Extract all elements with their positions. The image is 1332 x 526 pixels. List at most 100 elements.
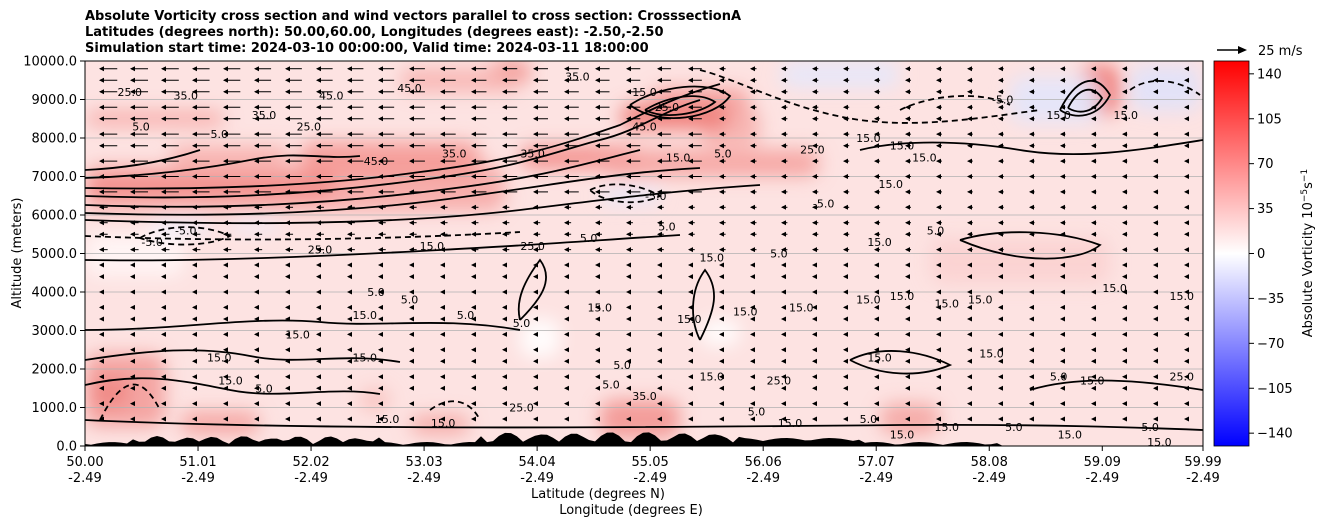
wind-vector-head	[440, 289, 445, 295]
wind-vector-head	[130, 104, 135, 110]
wind-vector-head	[936, 116, 941, 122]
wind-vector-head	[719, 77, 724, 83]
wind-vector-head	[967, 66, 972, 72]
wind-vector-head	[254, 247, 259, 253]
wind-vector-head	[781, 304, 786, 310]
wind-vector-head	[471, 89, 476, 95]
contour-line-negative	[699, 69, 1041, 124]
wind-vector-head	[347, 374, 352, 380]
wind-vector-head	[595, 89, 600, 95]
wind-vector-head	[843, 116, 848, 122]
terrain-silhouette	[85, 432, 1203, 446]
wind-vector-head	[409, 104, 414, 110]
wind-vector-head	[409, 247, 414, 253]
wind-vector-head	[440, 247, 445, 253]
wind-vector-head	[564, 204, 569, 210]
wind-vector-head	[533, 220, 538, 226]
wind-vector-head	[874, 66, 879, 72]
wind-vector-head	[564, 158, 569, 164]
wind-vector-head	[595, 331, 600, 337]
wind-vector-head	[285, 304, 290, 310]
wind-vector-head	[378, 116, 383, 122]
wind-vector-head	[967, 220, 972, 226]
wind-vector-head	[1122, 358, 1127, 364]
wind-vector-head	[812, 77, 817, 83]
wind-vector-head	[254, 158, 259, 164]
colorbar-tick-label: −105	[1257, 382, 1293, 397]
wind-vector-head	[130, 274, 135, 280]
wind-vector-head	[657, 401, 662, 407]
wind-vector-head	[1029, 77, 1034, 83]
colorbar-tick-label: 70	[1257, 157, 1274, 172]
wind-vector-head	[1091, 220, 1096, 226]
contour-label: 15.0	[867, 236, 892, 249]
colorbar-tick-label: 105	[1257, 112, 1282, 127]
wind-vector-head	[812, 131, 817, 137]
wind-vector-head	[812, 347, 817, 353]
chart-title-line-1: Absolute Vorticity cross section and win…	[85, 9, 742, 24]
wind-vector-head	[967, 104, 972, 110]
chart-title-line-3: Simulation start time: 2024-03-10 00:00:…	[85, 41, 649, 56]
contour-label: 5.0	[1005, 421, 1023, 434]
wind-vector-head	[409, 204, 414, 210]
wind-vector-head	[812, 174, 817, 179]
wind-vector-head	[99, 220, 104, 226]
wind-vector-head	[998, 289, 1003, 295]
wind-vector-head	[285, 116, 290, 122]
wind-vector-head	[843, 416, 848, 422]
wind-vector-head	[719, 262, 724, 268]
wind-vector-head	[936, 331, 941, 337]
wind-vector-head	[440, 262, 445, 268]
wind-vector-head	[471, 374, 476, 380]
wind-vector-head	[657, 220, 662, 226]
contour-label: 15.0	[588, 301, 613, 314]
wind-vector-head	[254, 401, 259, 407]
wind-vector-head	[99, 247, 104, 253]
wind-vector-head	[1060, 220, 1065, 226]
y-tick-label: 8000.0	[32, 132, 78, 147]
wind-vector-head	[626, 220, 631, 226]
wind-vector-head	[409, 331, 414, 337]
wind-vector-head	[316, 77, 321, 83]
wind-vector-head	[843, 247, 848, 253]
wind-vector-head	[533, 204, 538, 210]
wind-vector-head	[750, 66, 755, 72]
wind-vector-head	[223, 347, 228, 353]
wind-vector-head	[781, 274, 786, 280]
wind-vector-head	[998, 158, 1003, 164]
wind-vector-head	[781, 231, 786, 237]
wind-vector-head	[1029, 247, 1034, 253]
x-tick-label-longitude: -2.49	[859, 471, 893, 486]
wind-vector-head	[130, 358, 135, 364]
wind-vector-head	[812, 104, 817, 110]
wind-vector-head	[161, 304, 166, 310]
wind-vector-head	[316, 66, 321, 72]
x-tick-label-longitude: -2.49	[633, 471, 667, 486]
wind-vector-head	[657, 131, 662, 137]
wind-vector-head	[781, 331, 786, 337]
wind-vector-head	[1184, 416, 1189, 422]
wind-vector-head	[99, 401, 104, 407]
wind-vector-head	[1184, 247, 1189, 253]
wind-vector-head	[254, 77, 259, 83]
wind-vector-head	[533, 158, 538, 164]
x-tick-label-latitude: 51.01	[179, 455, 216, 470]
wind-vector-head	[316, 158, 321, 164]
wind-vector-head	[1060, 116, 1065, 122]
wind-vector-head	[595, 316, 600, 322]
wind-vector-head	[781, 77, 786, 83]
wind-vector-head	[657, 374, 662, 380]
contour-line-negative	[589, 183, 662, 204]
wind-vector-head	[967, 247, 972, 253]
wind-vector-head	[1122, 204, 1127, 210]
y-tick-label: 6000.0	[32, 209, 78, 224]
wind-vector-head	[471, 231, 476, 237]
wind-vector-head	[409, 158, 414, 164]
wind-vector-head	[1060, 331, 1065, 337]
wind-vector-head	[1184, 116, 1189, 122]
wind-vector-head	[533, 331, 538, 337]
wind-vector-head	[1091, 262, 1096, 268]
wind-vector-head	[936, 104, 941, 110]
colorbar-tick-label: 140	[1257, 67, 1282, 82]
wind-vector-head	[378, 331, 383, 337]
